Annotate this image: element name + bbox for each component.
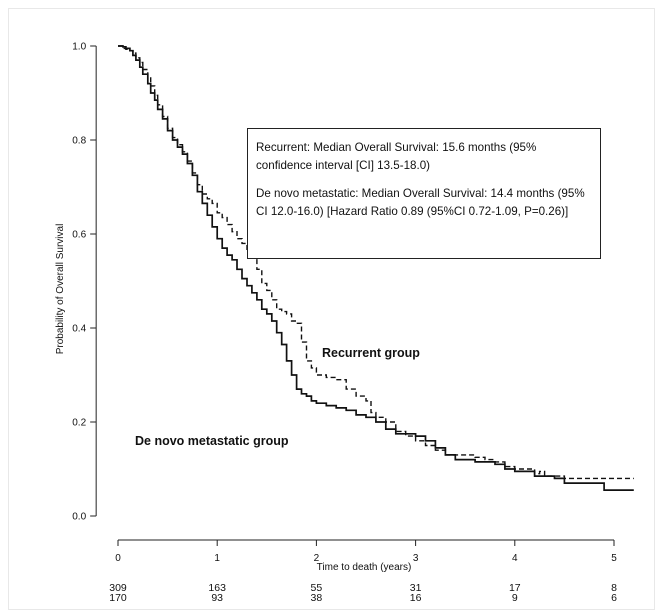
legend-recurrent-text: Recurrent: Median Overall Survival: 15.6… xyxy=(256,141,537,172)
x-tick-label: 1 xyxy=(214,553,220,564)
x-tick-label: 3 xyxy=(413,553,419,564)
x-tick-label: 4 xyxy=(512,553,518,564)
x-tick-label: 0 xyxy=(115,553,121,564)
at-risk-count: 17 xyxy=(509,582,521,594)
x-tick-label: 2 xyxy=(314,553,320,564)
y-tick-label: 1.0 xyxy=(72,42,86,53)
y-tick-label: 0.6 xyxy=(72,230,86,241)
at-risk-count: 170 xyxy=(109,592,127,604)
at-risk-count: 16 xyxy=(410,592,422,604)
y-tick-label: 0.0 xyxy=(72,512,86,523)
chart-axes xyxy=(95,46,614,541)
y-axis-title: Probability of Overall Survival xyxy=(55,224,66,355)
at-risk-count: 38 xyxy=(311,592,323,604)
at-risk-count: 6 xyxy=(611,592,617,604)
at-risk-count: 163 xyxy=(208,582,226,594)
x-axis-title: Time to death (years) xyxy=(317,562,412,573)
at-risk-count: 55 xyxy=(311,582,323,594)
at-risk-count: 93 xyxy=(211,592,223,604)
at-risk-count: 31 xyxy=(410,582,422,594)
x-tick-label: 5 xyxy=(611,553,617,564)
legend-box: Recurrent: Median Overall Survival: 15.6… xyxy=(247,128,601,259)
recurrent-curve xyxy=(118,45,634,480)
recurrent-group-label: Recurrent group xyxy=(322,346,420,360)
numbers-at-risk: 309 163 55 31 17 8 170 93 38 16 9 6 xyxy=(109,582,617,604)
survival-curves xyxy=(118,45,634,491)
y-tick-label: 0.4 xyxy=(72,324,86,335)
figure-frame xyxy=(8,8,655,610)
y-tick-label: 0.2 xyxy=(72,418,86,429)
denovo-curve xyxy=(118,45,634,491)
legend-denovo-text: De novo metastatic: Median Overall Survi… xyxy=(256,187,585,218)
y-tick-label: 0.8 xyxy=(72,136,86,147)
at-risk-count: 8 xyxy=(611,582,617,594)
at-risk-count: 309 xyxy=(109,582,127,594)
at-risk-count: 9 xyxy=(512,592,518,604)
denovo-group-label: De novo metastatic group xyxy=(135,434,289,448)
axis-ticks: 0.0 0.2 0.4 0.6 0.8 1.0 0 1 2 3 4 5 xyxy=(72,42,617,565)
